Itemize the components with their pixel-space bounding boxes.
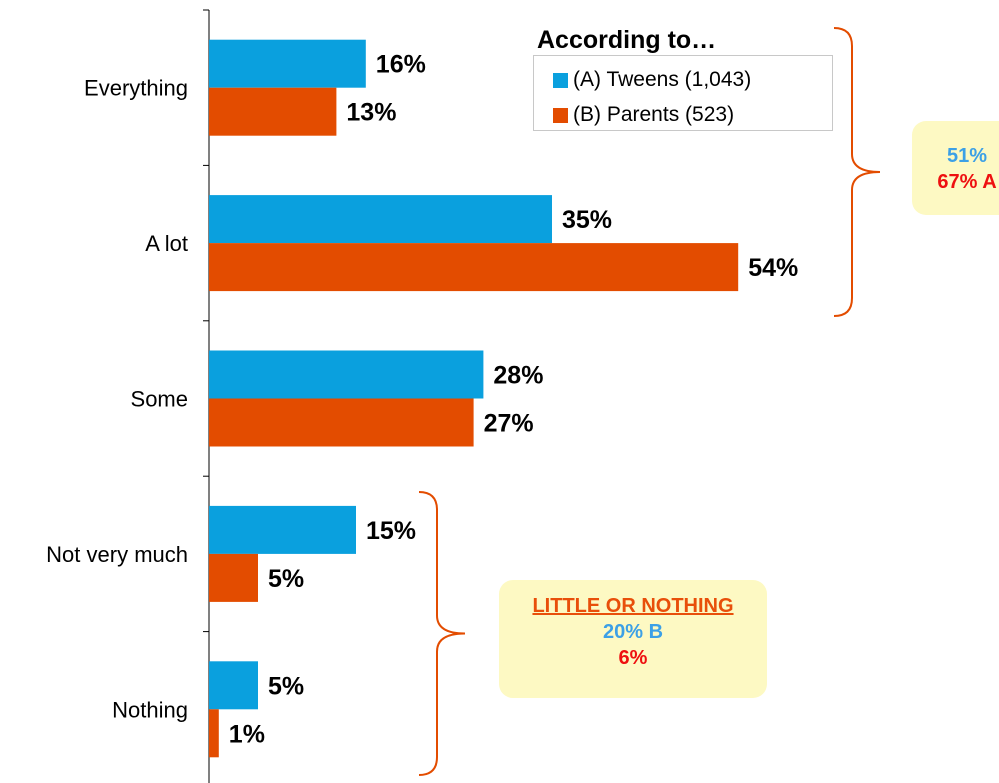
category-label: Nothing — [112, 697, 188, 722]
callout-top-line2: 67% A — [937, 171, 997, 193]
bar-tweens — [209, 195, 552, 244]
value-axis — [203, 9, 210, 783]
brace-top — [833, 27, 881, 317]
bar-parents — [209, 709, 219, 758]
data-label: 5% — [268, 565, 304, 593]
bar-tweens — [209, 350, 484, 399]
bar-parents — [209, 243, 739, 292]
category-label: Not very much — [46, 542, 188, 567]
callout-bottom-title: LITTLE OR NOTHING — [532, 595, 734, 617]
category-label: Everything — [84, 76, 188, 101]
brace-bottom — [418, 491, 466, 776]
legend — [533, 55, 833, 131]
data-label: 5% — [268, 672, 304, 700]
data-label: 16% — [376, 51, 426, 79]
bar-tweens — [209, 661, 258, 710]
callout-bottom-line2: 6% — [618, 647, 648, 669]
brackets — [418, 27, 881, 776]
bar-parents — [209, 398, 474, 447]
data-label: 13% — [346, 99, 396, 127]
bars — [209, 39, 739, 758]
bar-tweens — [209, 505, 356, 554]
bar-parents — [209, 553, 258, 602]
legend-item-tweens: (A) Tweens (1,043) — [553, 68, 751, 92]
data-label: 54% — [748, 254, 798, 282]
category-labels: Everything A lot Some Not very much Nothing — [46, 76, 188, 723]
legend-label-parents: (B) Parents (523) — [573, 103, 735, 126]
bar-tweens — [209, 39, 366, 88]
data-label: 28% — [493, 362, 543, 390]
bar-parents — [209, 87, 337, 136]
callout-a-lot-or-everything: 51% 67% A — [912, 121, 999, 215]
data-label: 27% — [484, 410, 534, 438]
value-labels: 16%13%35%54%28%27%15%5%5%1% — [229, 51, 798, 749]
legend-title: According to… — [537, 26, 717, 54]
legend-label-tweens: (A) Tweens (1,043) — [573, 68, 752, 91]
callout-bottom-line1: 20% B — [602, 621, 664, 643]
data-label: 1% — [229, 720, 265, 748]
data-label: 15% — [366, 517, 416, 545]
callout-little-or-nothing: LITTLE OR NOTHING 20% B 6% — [499, 580, 767, 698]
category-label: Some — [131, 387, 188, 412]
legend-item-parents: (B) Parents (523) — [553, 103, 734, 127]
callout-top-line1: 51% — [946, 145, 988, 167]
legend-swatch-tweens — [553, 72, 568, 88]
data-label: 35% — [562, 206, 612, 234]
category-label: A lot — [145, 231, 188, 256]
legend-swatch-parents — [553, 107, 568, 123]
